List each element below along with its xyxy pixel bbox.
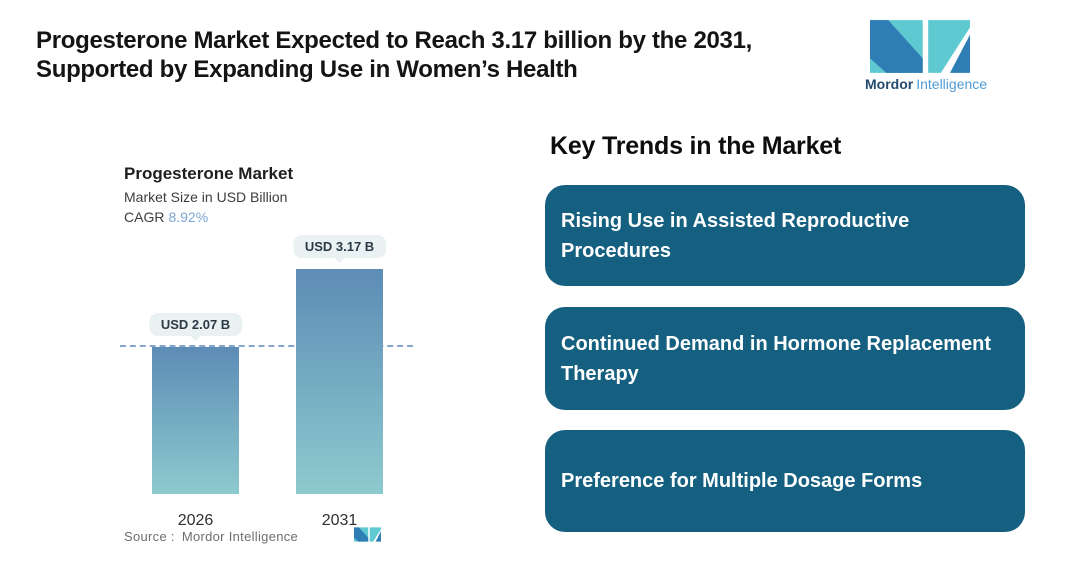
trend-card-label: Continued Demand in Hormone Replacement …	[561, 332, 992, 385]
trend-card-label: Rising Use in Assisted Reproductive Proc…	[561, 209, 910, 262]
year-label: 2031	[321, 512, 358, 529]
page-title-line1: Progesterone Market Expected to Reach 3.…	[36, 27, 753, 54]
bar	[296, 269, 383, 494]
page-title-line2: Supported by Expanding Use in Women’s He…	[36, 56, 578, 83]
brand-name-light: Intelligence	[916, 76, 988, 92]
trend-card: Continued Demand in Hormone Replacement …	[545, 307, 1025, 410]
bar-group: USD 3.17 B 2031	[292, 0, 387, 568]
bar-value-pill: USD 3.17 B	[292, 235, 387, 258]
chart-title: Progesterone Market	[124, 164, 294, 183]
bar	[152, 347, 239, 494]
brand-logo: Mordor Intelligence	[865, 20, 987, 92]
trend-card: Preference for Multiple Dosage Forms	[545, 430, 1025, 532]
reference-dashed-line	[120, 345, 413, 347]
year-label: 2026	[177, 512, 214, 529]
chart-cagr: CAGR 8.92%	[124, 209, 208, 225]
bar-value-label: USD 3.17 B	[304, 239, 375, 254]
source-value: Mordor Intelligence	[181, 529, 299, 544]
bar-chart: Progesterone Market Market Size in USD B…	[0, 0, 470, 568]
brand-name-bold: Mordor	[865, 76, 914, 92]
page-title: Progesterone Market Expected to Reach 3.…	[36, 26, 836, 84]
chart-subtitle: Market Size in USD Billion	[124, 189, 288, 205]
cagr-value: 8.92%	[168, 209, 209, 225]
bar-value-label: USD 2.07 B	[160, 317, 231, 332]
bar-value-pill: USD 2.07 B	[148, 313, 243, 336]
source-label: Source :	[124, 529, 175, 544]
trends-heading: Key Trends in the Market	[550, 132, 842, 160]
brand-name: Mordor Intelligence	[865, 76, 987, 92]
trend-card-label: Preference for Multiple Dosage Forms	[561, 470, 923, 492]
mordor-logo-icon	[870, 20, 970, 73]
cagr-label: CAGR	[124, 209, 165, 225]
trend-card: Rising Use in Assisted Reproductive Proc…	[545, 185, 1025, 286]
source-logo-icon	[354, 527, 381, 542]
source-line: Source : Mordor Intelligence	[124, 529, 298, 544]
bar-group: USD 2.07 B 2026	[148, 0, 243, 568]
